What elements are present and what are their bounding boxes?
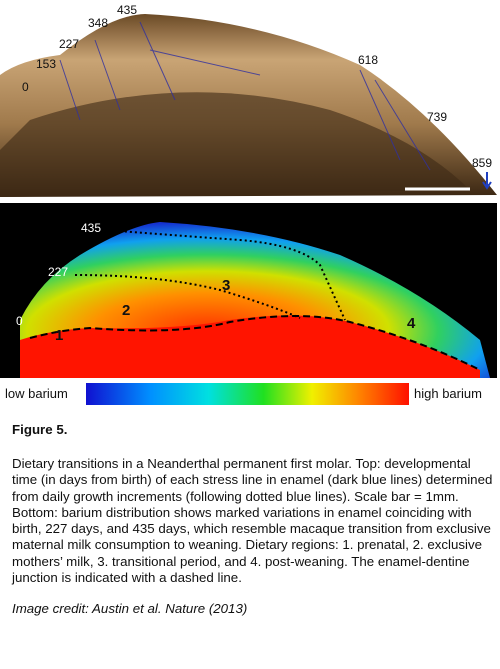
line-227 [74, 274, 301, 319]
colorbar-high: high barium [414, 386, 482, 401]
time-label: 0 [22, 80, 29, 94]
time-label: 227 [59, 37, 79, 51]
region-label: 4 [407, 315, 416, 332]
stress-lines [59, 21, 431, 171]
time-label: 348 [88, 16, 108, 30]
region-labels: 1 2 3 4 [55, 277, 416, 344]
caption-title: Figure 5. [12, 422, 68, 437]
time-label: 739 [427, 110, 447, 124]
figure-panels: 0 153 227 348 435 618 739 859 435 227 0 … [0, 3, 497, 405]
enamel-dentine-junction [29, 315, 481, 371]
region-label: 1 [55, 327, 63, 344]
bottom-labels: 435 227 0 [16, 221, 101, 328]
caption-text: Dietary transitions in a Neanderthal per… [12, 456, 493, 586]
top-labels: 0 153 227 348 435 618 739 859 [22, 3, 492, 170]
dentine [0, 92, 470, 197]
time-label: 618 [358, 53, 378, 67]
region-label: 2 [122, 302, 130, 319]
image-credit: Image credit: Austin et al. Nature (2013… [12, 601, 248, 616]
colorbar [86, 383, 409, 405]
time-label: 0 [16, 314, 23, 328]
region-label: 3 [222, 277, 230, 294]
time-label: 859 [472, 156, 492, 170]
colorbar-low: low barium [5, 386, 68, 401]
time-label: 435 [81, 221, 101, 235]
line-435 [104, 229, 346, 321]
time-label: 227 [48, 265, 68, 279]
arrow [482, 172, 492, 190]
time-label: 435 [117, 3, 137, 17]
time-label: 153 [36, 57, 56, 71]
